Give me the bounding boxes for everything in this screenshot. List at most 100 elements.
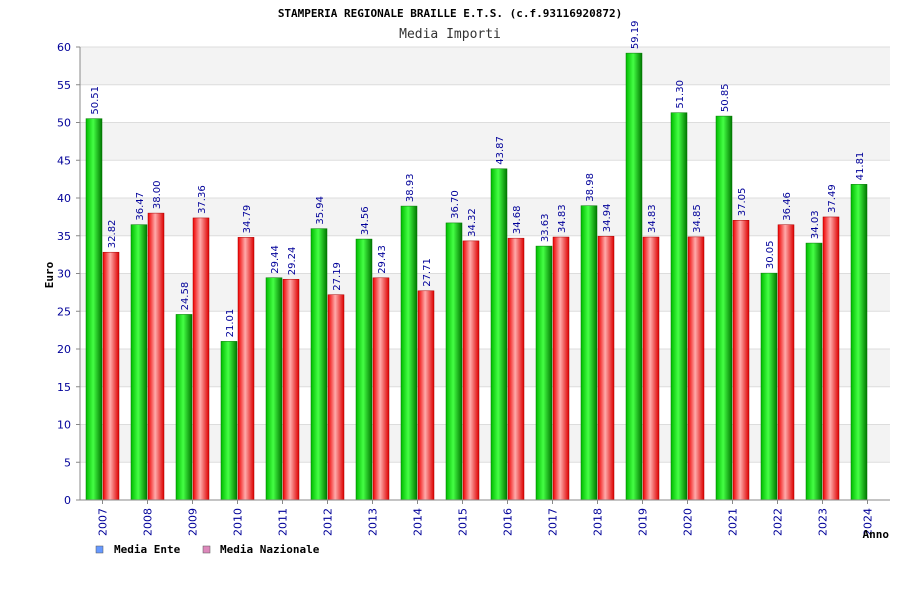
bar-value-label: 34.68 (512, 206, 523, 235)
bar-media-nazionale-2021 (732, 220, 750, 501)
bar-media-ente-2011 (265, 277, 283, 501)
plot-band (80, 424, 890, 463)
bar-value-label: 34.83 (557, 204, 568, 233)
plot-band (80, 349, 890, 387)
bar-value-label: 36.46 (782, 192, 793, 221)
bar-media-ente-2013 (355, 238, 373, 501)
x-axis-ticks: 2007 2008 2009 2010 2011 2012 2013 2014 2015 2016… (97, 500, 875, 536)
plot-band (80, 160, 890, 198)
legend-swatch-media-nazionale (202, 545, 211, 554)
y-tick-label: 55 (57, 79, 71, 92)
bar-media-ente-2014 (400, 205, 418, 501)
bar-value-label: 21.01 (225, 309, 236, 338)
plot-band (80, 273, 890, 312)
bar-media-nazionale-2011 (282, 278, 300, 501)
bar-media-nazionale-2009 (192, 217, 210, 501)
bar-value-label: 43.87 (495, 136, 506, 165)
bar-media-nazionale-2007 (102, 251, 120, 501)
bars (85, 52, 868, 501)
bar-value-label: 29.24 (287, 247, 298, 276)
bar-value-label: 34.94 (602, 204, 613, 233)
bar-value-label: 51.30 (675, 80, 686, 109)
legend-label-media-ente: Media Ente (114, 543, 181, 556)
bar-value-label: 27.19 (332, 262, 343, 291)
x-tick-label-2010: 2010 (232, 508, 245, 536)
bar-media-nazionale-2017 (552, 236, 570, 501)
x-tick-label-2009: 2009 (187, 508, 200, 536)
bar-value-label: 32.82 (107, 220, 118, 249)
x-tick-label-2024: 2024 (862, 508, 875, 536)
bar-value-label: 34.83 (647, 204, 658, 233)
bar-media-ente-2008 (130, 224, 148, 501)
plot-band (80, 311, 890, 349)
bar-media-nazionale-2023 (822, 216, 840, 501)
x-tick-label-2022: 2022 (772, 508, 785, 536)
x-tick-label-2019: 2019 (637, 508, 650, 536)
bar-value-label: 38.98 (585, 173, 596, 202)
y-tick-label: 40 (57, 192, 71, 205)
bar-value-label: 36.70 (450, 190, 461, 219)
x-tick-label-2018: 2018 (592, 508, 605, 536)
x-tick-label-2014: 2014 (412, 508, 425, 536)
bar-media-nazionale-2015 (462, 240, 480, 501)
y-tick-label: 25 (57, 305, 71, 318)
bar-media-nazionale-2019 (642, 236, 660, 501)
x-tick-label-2007: 2007 (97, 508, 110, 536)
bar-media-ente-2016 (490, 168, 508, 501)
x-tick-label-2016: 2016 (502, 508, 515, 536)
chart-title: STAMPERIA REGIONALE BRAILLE E.T.S. (c.f.… (278, 7, 622, 20)
bar-value-label: 50.85 (720, 83, 731, 112)
x-tick-label-2015: 2015 (457, 508, 470, 536)
bar-value-label: 29.43 (377, 245, 388, 274)
bar-media-ente-2017 (535, 245, 553, 501)
legend-label-media-nazionale: Media Nazionale (220, 543, 320, 556)
plot-band (80, 122, 890, 161)
bar-media-ente-2024 (850, 184, 868, 501)
plot-band (80, 462, 890, 500)
bar-media-ente-2023 (805, 242, 823, 501)
plot-band (80, 235, 890, 274)
bar-media-nazionale-2012 (327, 294, 345, 501)
bar-media-ente-2012 (310, 228, 328, 501)
bar-media-ente-2009 (175, 314, 193, 501)
bar-value-label: 29.44 (270, 245, 281, 274)
bar-value-label: 34.03 (810, 210, 821, 239)
x-tick-label-2020: 2020 (682, 508, 695, 536)
x-axis-label: Anno (863, 528, 890, 541)
bar-value-label: 34.32 (467, 208, 478, 237)
x-tick-label-2013: 2013 (367, 508, 380, 536)
bar-value-label: 37.05 (737, 188, 748, 217)
y-axis-ticks: 0 5 10 15 20 25 30 35 40 45 50 55 60 (57, 41, 80, 507)
legend-swatch-media-ente (95, 545, 104, 554)
bar-media-nazionale-2008 (147, 212, 165, 501)
bar-value-label: 34.79 (242, 205, 253, 234)
x-tick-label-2012: 2012 (322, 508, 335, 536)
plot-band (80, 198, 890, 236)
bar-value-label: 35.94 (315, 196, 326, 225)
bar-media-ente-2020 (670, 112, 688, 501)
bar-value-label: 27.71 (422, 258, 433, 287)
bar-value-labels: 50.51 32.82 36.47 38.00 24.58 37.36 21.01 34.79… (90, 20, 866, 337)
bar-media-ente-2019 (625, 52, 643, 501)
x-tick-label-2008: 2008 (142, 508, 155, 536)
bar-value-label: 38.93 (405, 173, 416, 202)
bar-media-ente-2018 (580, 205, 598, 501)
bar-value-label: 24.58 (180, 282, 191, 311)
x-tick-label-2017: 2017 (547, 508, 560, 536)
y-tick-label: 60 (57, 41, 71, 54)
x-tick-label-2023: 2023 (817, 508, 830, 536)
bar-value-label: 50.51 (90, 86, 101, 115)
bar-value-label: 36.47 (135, 192, 146, 221)
bar-media-ente-2022 (760, 272, 778, 501)
bar-media-nazionale-2016 (507, 237, 525, 501)
bar-media-ente-2007 (85, 118, 103, 501)
bar-value-label: 37.49 (827, 184, 838, 213)
bar-value-label: 33.63 (540, 213, 551, 242)
y-tick-label: 5 (64, 456, 71, 469)
plot-band (80, 84, 890, 123)
bar-media-nazionale-2014 (417, 290, 435, 501)
y-tick-label: 30 (57, 268, 71, 281)
y-tick-label: 20 (57, 343, 71, 356)
plot-band (80, 386, 890, 425)
